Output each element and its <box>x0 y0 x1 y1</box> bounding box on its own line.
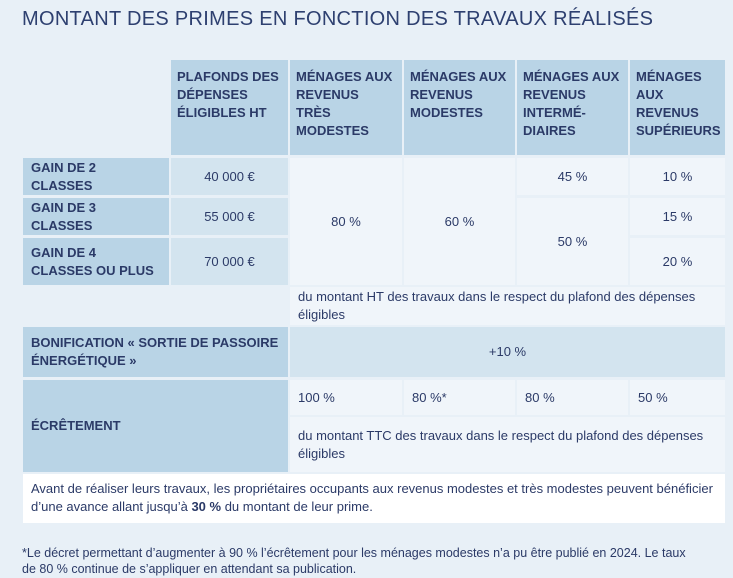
ecretement-intermediaires: 80 % <box>517 380 628 415</box>
row-label-gain-4: GAIN DE 4 CLASSES OU PLUS <box>23 238 169 285</box>
rate-superieurs-gain-3: 15 % <box>630 198 725 235</box>
ecretement-superieurs: 50 % <box>630 380 725 415</box>
plafond-gain-2: 40 000 € <box>171 158 288 195</box>
bonification-label: BONIFICATION « SORTIE DE PASSOIRE ÉNERGÉ… <box>23 327 288 377</box>
row-label-gain-3: GAIN DE 3 CLASSES <box>23 198 169 235</box>
ttc-note: du montant TTC des travaux dans le respe… <box>290 417 725 472</box>
rate-superieurs-gain-2: 10 % <box>630 158 725 195</box>
ecretement-modestes: 80 %* <box>404 380 515 415</box>
bonification-value: +10 % <box>290 327 725 377</box>
footnote: *Le décret permettant d’augmenter à 90 %… <box>22 546 686 576</box>
plafond-gain-4: 70 000 € <box>171 238 288 285</box>
header-superieurs: MÉNAGES AUX REVENUS SUPÉRIEURS <box>630 60 725 155</box>
header-intermediaires: MÉNAGES AUX REVENUS INTERMÉ-DIAIRES <box>517 60 628 155</box>
page-title: MONTANT DES PRIMES EN FONCTION DES TRAVA… <box>22 8 654 30</box>
header-modestes: MÉNAGES AUX REVENUS MODESTES <box>404 60 515 155</box>
ecretement-tres-modestes: 100 % <box>290 380 402 415</box>
ecretement-label: ÉCRÊTEMENT <box>23 380 288 472</box>
rate-modestes: 60 % <box>404 158 515 285</box>
rate-intermediaires-gain-3-4: 50 % <box>517 198 628 285</box>
rate-intermediaires-gain-2: 45 % <box>517 158 628 195</box>
plafond-gain-3: 55 000 € <box>171 198 288 235</box>
rate-superieurs-gain-4: 20 % <box>630 238 725 285</box>
header-plafonds: PLAFONDS DES DÉPENSES ÉLIGIBLES HT <box>171 60 288 155</box>
row-label-gain-2: GAIN DE 2 CLASSES <box>23 158 169 195</box>
header-tres-modestes: MÉNAGES AUX REVENUS TRÈS MODESTES <box>290 60 402 155</box>
avance-text: Avant de réaliser leurs travaux, les pro… <box>31 481 713 514</box>
avance-note: Avant de réaliser leurs travaux, les pro… <box>23 474 725 523</box>
ht-note: du montant HT des travaux dans le respec… <box>290 287 725 325</box>
avance-rate: 30 % <box>191 499 222 514</box>
rate-tres-modestes: 80 % <box>290 158 402 285</box>
avance-text-end: du montant de leur prime. <box>221 499 373 514</box>
